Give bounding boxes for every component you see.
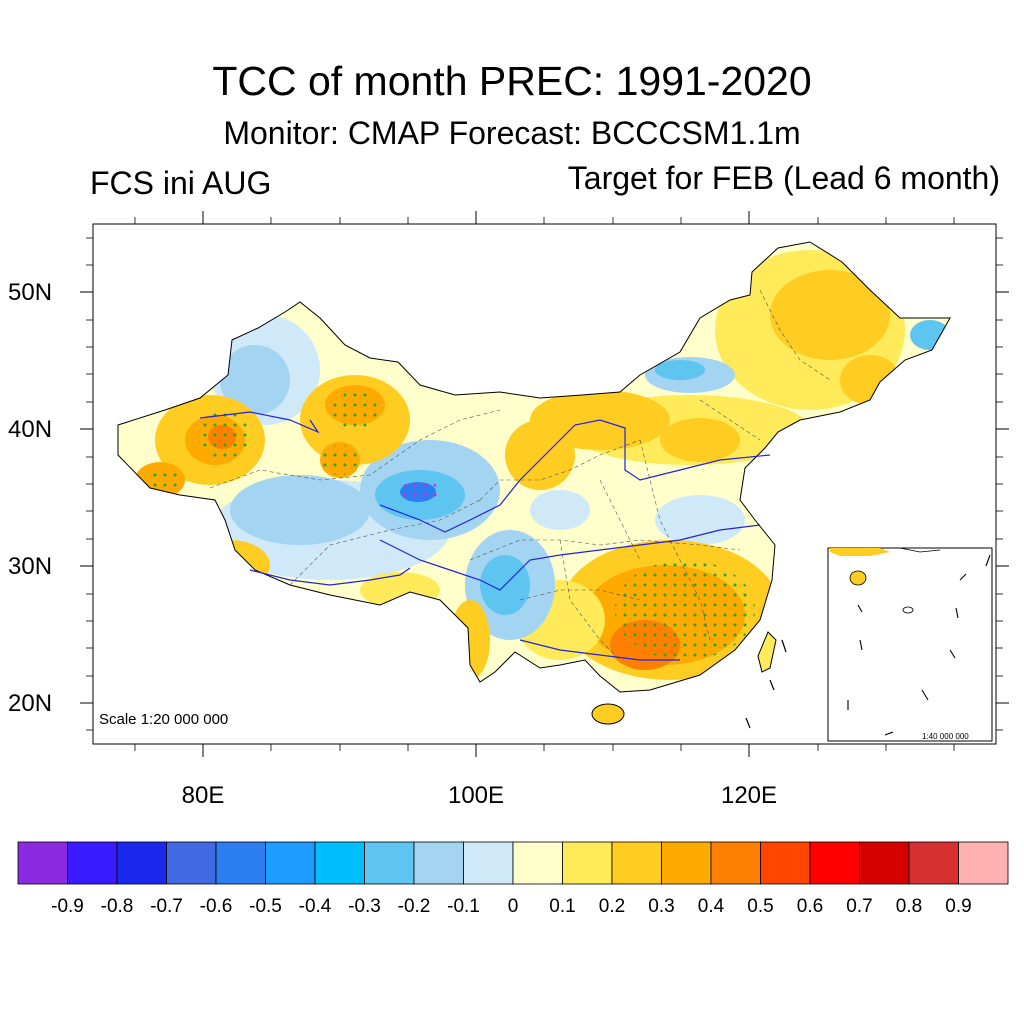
province-borders xyxy=(209,289,831,661)
colorbar-box-19 xyxy=(958,841,1009,885)
colorbar-box-17 xyxy=(859,841,910,885)
colorbar-label: 0.4 xyxy=(697,896,725,917)
colorbar-label: -0.4 xyxy=(298,896,332,917)
lon-label-80e: 80E xyxy=(181,782,225,809)
axis-ticks xyxy=(80,211,1009,757)
colorbar-box-6 xyxy=(314,841,365,885)
colorbar-box-1 xyxy=(67,841,118,885)
lat-label-20n: 20N xyxy=(8,690,53,717)
inset-scale-text: 1:40 000 000 xyxy=(922,732,969,741)
colorbar-box-12 xyxy=(611,841,662,885)
colorbar-box-15 xyxy=(760,841,811,885)
lat-label-30n: 30N xyxy=(8,553,53,580)
south-china-sea-inset xyxy=(827,547,993,742)
right-string: Target for FEB (Lead 6 month) xyxy=(567,160,1000,196)
colorbar-box-4 xyxy=(215,841,266,885)
colorbar-box-0 xyxy=(17,841,68,885)
colorbar-box-10 xyxy=(512,841,563,885)
left-string: FCS ini AUG xyxy=(90,165,272,201)
colorbar-labels: -0.9 -0.8 -0.7 -0.6 -0.5 -0.4 -0.3 -0.2 -0.1 0 0.1… xyxy=(0,896,1024,920)
colorbar-label: 0.8 xyxy=(895,896,923,917)
colorbar-label: -0.5 xyxy=(249,896,282,917)
colorbar-label: -0.8 xyxy=(100,896,134,917)
lon-label-100e: 100E xyxy=(447,782,505,809)
colorbar-box-14 xyxy=(710,841,761,885)
lon-label-120e: 120E xyxy=(720,782,778,809)
colorbar-box-16 xyxy=(809,841,860,885)
map-title: TCC of month PREC: 1991-2020 xyxy=(212,58,812,104)
colorbar-label: -0.3 xyxy=(348,896,381,917)
colorbar-label: 0.1 xyxy=(549,896,576,917)
rivers xyxy=(199,411,771,661)
colorbar-box-18 xyxy=(908,841,959,885)
colorbar-label: 0.2 xyxy=(598,896,626,917)
lat-label-50n: 50N xyxy=(8,279,53,306)
colorbar-box-8 xyxy=(413,841,464,885)
colorbar-box-7 xyxy=(364,841,415,885)
colorbar-label: -0.1 xyxy=(447,896,480,917)
colorbar-label: 0.7 xyxy=(846,896,873,917)
colorbar-label: -0.2 xyxy=(397,896,431,917)
colorbar-box-9 xyxy=(463,841,514,885)
colorbar-label: 0.6 xyxy=(796,896,824,917)
colorbar-box-11 xyxy=(562,841,613,885)
colorbar-box-3 xyxy=(166,841,217,885)
taiwan-island xyxy=(757,631,777,673)
colorbar-label: -0.6 xyxy=(199,896,233,917)
colorbar-label: -0.9 xyxy=(51,896,84,917)
colorbar-box-5 xyxy=(265,841,316,885)
colorbar-label: 0.3 xyxy=(648,896,675,917)
lat-label-40n: 40N xyxy=(8,416,53,443)
china-border xyxy=(117,241,951,693)
minor-ticks xyxy=(86,217,1003,751)
colorbar-label: 0 xyxy=(507,896,519,917)
scale-text: Scale 1:20 000 000 xyxy=(99,711,229,728)
colorbar xyxy=(17,841,1009,885)
hainan-island xyxy=(591,703,625,725)
map-subtitle: Monitor: CMAP Forecast: BCCCSM1.1m xyxy=(223,115,801,151)
colorbar-label: 0.5 xyxy=(747,896,774,917)
colorbar-box-2 xyxy=(116,841,167,885)
colorbar-label: 0.9 xyxy=(945,896,972,917)
colorbar-label: -0.7 xyxy=(150,896,183,917)
boundary-dashes xyxy=(745,639,787,729)
colorbar-box-13 xyxy=(661,841,712,885)
